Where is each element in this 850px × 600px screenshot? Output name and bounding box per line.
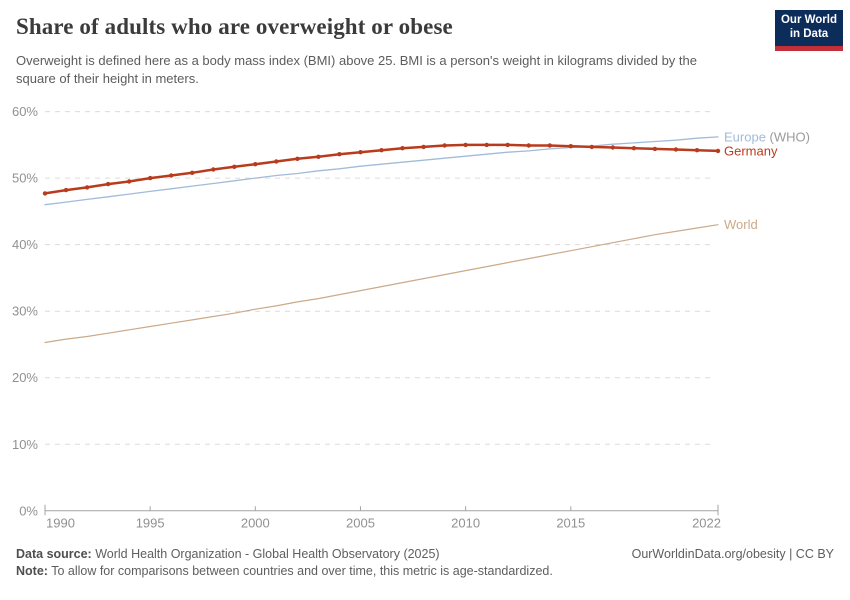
owid-logo[interactable]: Our World in Data: [775, 10, 843, 51]
series-marker-germany-2000: [253, 162, 258, 167]
series-marker-germany-2020: [673, 147, 679, 152]
series-marker-germany-2018: [631, 146, 637, 151]
series-label-europe-who[interactable]: Europe (WHO): [724, 129, 810, 144]
y-tick-label-40: 40%: [12, 237, 38, 252]
series-marker-germany-1990: [42, 191, 48, 196]
series-marker-germany-2021: [694, 148, 700, 153]
series-marker-germany-1998: [211, 167, 216, 172]
x-tick-label-2010: 2010: [451, 515, 480, 530]
y-tick-label-0: 0%: [19, 503, 38, 518]
x-tick-label-2015: 2015: [556, 515, 585, 530]
note-text: Note: To allow for comparisons between c…: [16, 564, 553, 578]
chart-footer: Data source: World Health Organization -…: [16, 547, 834, 578]
data-source-label: Data source:: [16, 547, 92, 561]
series-marker-germany-2016: [589, 144, 594, 150]
data-source-text: Data source: World Health Organization -…: [16, 547, 440, 561]
note-label: Note:: [16, 564, 48, 578]
series-marker-germany-2010: [463, 142, 468, 148]
series-label-world[interactable]: World: [724, 217, 758, 232]
x-tick-label-1990: 1990: [46, 515, 75, 530]
x-tick-label-1995: 1995: [136, 515, 165, 530]
y-tick-label-30: 30%: [12, 304, 38, 319]
owid-logo-line1: Our World: [780, 14, 837, 26]
chart-subtitle: Overweight is defined here as a body mas…: [16, 53, 697, 87]
license-link[interactable]: OurWorldinData.org/obesity | CC BY: [631, 547, 834, 561]
series-marker-germany-2013: [526, 143, 531, 148]
series-marker-germany-1997: [190, 170, 195, 175]
chart-title: Share of adults who are overweight or ob…: [16, 14, 453, 39]
series-marker-germany-2001: [274, 159, 279, 164]
series-marker-germany-2011: [484, 142, 489, 148]
owid-logo-line2: in Data: [789, 27, 829, 40]
series-line-europe-who[interactable]: [44, 136, 719, 206]
series-marker-germany-2007: [400, 146, 405, 151]
y-tick-label-20: 20%: [12, 370, 38, 385]
series-marker-germany-2022: [715, 148, 721, 154]
series-marker-germany-2003: [316, 154, 321, 159]
series-marker-germany-2008: [421, 144, 426, 150]
x-tick-label-2022: 2022: [692, 515, 721, 530]
series-marker-germany-2019: [652, 146, 658, 152]
owid-logo-box: Our World in Data: [775, 10, 843, 46]
series-marker-germany-1994: [126, 179, 132, 184]
series-line-world[interactable]: [44, 224, 719, 344]
x-tick-label-2000: 2000: [241, 515, 270, 530]
series-marker-germany-2012: [505, 142, 510, 148]
owid-logo-stripe: [775, 46, 843, 51]
series-label-germany[interactable]: Germany: [724, 143, 778, 158]
series-marker-germany-2006: [379, 148, 384, 153]
series-marker-germany-2009: [442, 143, 447, 148]
series-marker-germany-1995: [148, 175, 153, 181]
series-marker-germany-2015: [568, 144, 573, 149]
series-marker-germany-2014: [547, 143, 552, 148]
x-tick-label-2005: 2005: [346, 515, 375, 530]
series-marker-germany-1992: [84, 185, 90, 190]
y-tick-label-60: 60%: [12, 104, 38, 119]
series-marker-germany-1991: [63, 187, 69, 193]
y-tick-label-10: 10%: [12, 437, 38, 452]
y-tick-label-50: 50%: [12, 171, 38, 186]
series-marker-germany-1999: [232, 164, 237, 169]
series-marker-germany-2017: [610, 145, 615, 150]
series-marker-germany-2002: [295, 156, 300, 161]
series-marker-germany-1993: [105, 181, 111, 187]
series-marker-germany-2005: [358, 150, 363, 155]
series-marker-germany-2004: [337, 152, 342, 157]
series-marker-germany-1996: [169, 173, 174, 178]
